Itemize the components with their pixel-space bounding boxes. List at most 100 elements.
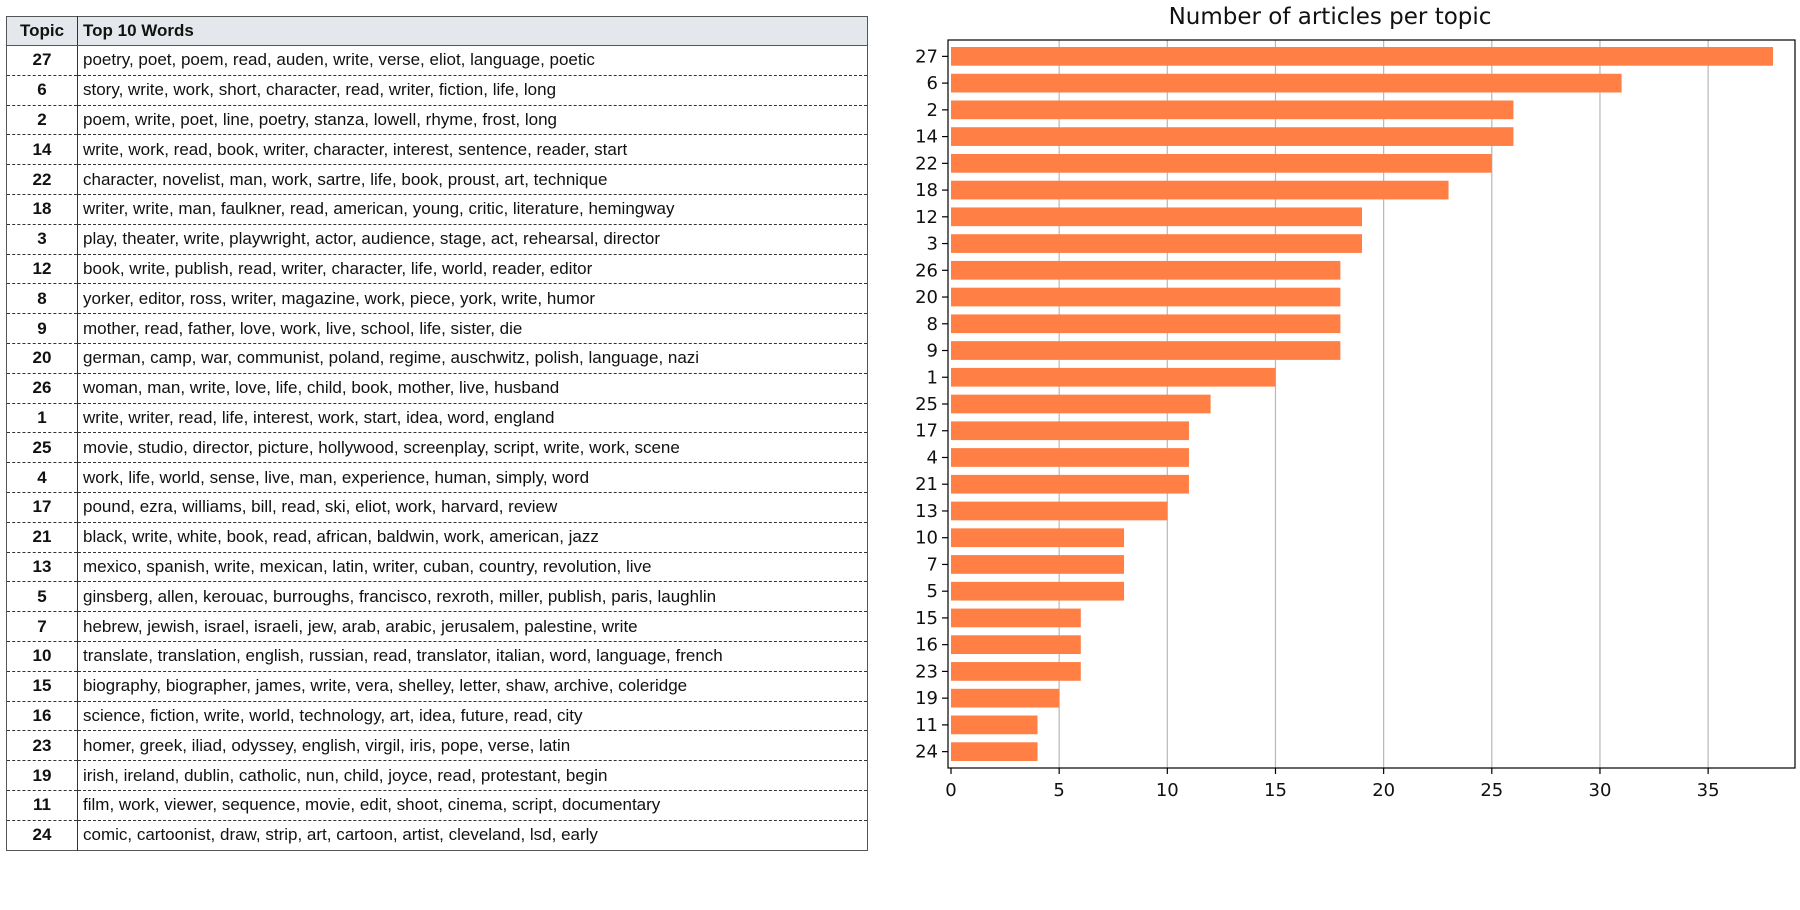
topic-id-cell: 8 [6,283,78,315]
y-tick-label: 9 [927,341,938,362]
topic-id-cell: 13 [6,552,78,583]
top-words-cell: hebrew, jewish, israel, israeli, jew, ar… [77,611,868,642]
table-row: 6 story, write, work, short, character, r… [6,75,868,106]
topic-id-cell: 20 [6,343,78,374]
topic-id-cell: 16 [6,701,78,732]
table-row: 26 woman, man, write, love, life, child, … [6,373,868,404]
y-tick-label: 4 [927,447,938,468]
y-tick-label: 25 [915,394,938,415]
bar [951,73,1622,93]
bar [951,180,1449,200]
top-words-cell: write, work, read, book, writer, charact… [77,134,868,166]
bar [951,688,1060,708]
bar [951,207,1363,227]
y-tick-label: 17 [915,421,938,442]
top-words-cell: yorker, editor, ross, writer, magazine, … [77,283,868,315]
y-tick-label: 7 [927,554,938,575]
y-tick-label: 16 [915,635,938,656]
table-row: 25 movie, studio, director, picture, holl… [6,432,868,464]
table-row: 20 german, camp, war, communist, poland, … [6,343,868,374]
topic-id-cell: 22 [6,164,78,195]
table-row: 8 yorker, editor, ross, writer, magazine,… [6,283,868,315]
top-words-cell: pound, ezra, williams, bill, read, ski, … [77,492,868,523]
y-tick-label: 12 [915,207,938,228]
bar [951,100,1514,120]
topic-id-cell: 5 [6,581,78,613]
bar [951,474,1189,494]
y-tick-labels: 27 6 2 14 22 18 12 3 26 20 8 9 1 25 17 4 21 13 10 7 5 15 16 23 1… [915,46,948,763]
topic-id-cell: 18 [6,194,78,225]
bar [951,715,1038,735]
x-tick-label: 35 [1697,780,1720,801]
bar [951,287,1341,307]
y-tick-label: 22 [915,153,938,174]
topic-id-cell: 15 [6,671,78,702]
x-ticks: 0 5 10 15 20 25 30 35 [945,768,1720,801]
bar [951,421,1189,441]
y-tick-label: 14 [915,127,938,148]
topic-id-cell: 25 [6,432,78,464]
y-tick-label: 23 [915,661,938,682]
y-tick-label: 24 [915,742,938,763]
top-words-cell: film, work, viewer, sequence, movie, edi… [77,790,868,821]
bar [951,662,1081,681]
top-words-cell: book, write, publish, read, writer, char… [77,254,868,285]
bar [951,635,1081,655]
x-tick-label: 15 [1264,780,1287,801]
y-tick-label: 8 [927,314,938,335]
table-row: 19 irish, ireland, dublin, catholic, nun,… [6,760,868,791]
y-tick-label: 19 [915,688,938,709]
top-words-cell: translate, translation, english, russian… [77,641,868,672]
table-row: 7 hebrew, jewish, israel, israeli, jew, a… [6,611,868,642]
topic-id-cell: 11 [6,790,78,821]
top-words-cell: comic, cartoonist, draw, strip, art, car… [83,825,598,845]
top-words-cell: play, theater, write, playwright, actor,… [77,224,868,255]
bar [951,367,1276,387]
table-row: 27 poetry, poet, poem, read, auden, write… [6,45,868,76]
y-tick-label: 5 [927,581,938,602]
top-words-cell: mother, read, father, love, work, live, … [77,313,868,344]
top-words-cell: woman, man, write, love, life, child, bo… [77,373,868,404]
bar [951,153,1492,173]
y-tick-label: 2 [927,100,938,121]
topic-words-table: Topic Top 10 Words 2 7 poetry, poet, poem,… [6,16,868,851]
topic-id-cell: 7 [6,611,78,642]
topic-id-cell: 26 [6,373,78,404]
topic-id-cell: 3 [6,224,78,255]
bar [951,234,1363,253]
table-row: 2 poem, write, poet, line, poetry, stanza… [6,105,868,136]
bar [951,394,1211,414]
top-words-cell: irish, ireland, dublin, catholic, nun, c… [77,760,868,791]
topic-id-cell: 24 [6,820,78,851]
y-tick-label: 10 [915,528,938,549]
table-row: 11 film, work, viewer, sequence, movie, e… [6,790,868,821]
top-words-cell: poetry, poet, poem, read, auden, write, … [77,45,868,76]
x-tick-label: 5 [1053,780,1064,801]
table-row: 22 character, novelist, man, work, sartre… [6,164,868,195]
x-tick-label: 20 [1372,780,1395,801]
y-tick-label: 3 [927,234,938,255]
y-tick-label: 18 [915,180,938,201]
bar [951,314,1341,334]
top-words-cell: work, life, world, sense, live, man, exp… [77,462,868,493]
bar [951,341,1341,360]
topic-id-cell: 12 [6,254,78,285]
bar [951,47,1774,66]
bar [951,608,1081,628]
table-row: 17 pound, ezra, williams, bill, read, ski… [6,492,868,523]
table-row: 12 book, write, publish, read, writer, ch… [6,254,868,285]
top-words-cell: story, write, work, short, character, re… [77,75,868,106]
topic-id-cell: 14 [6,134,78,166]
column-header-topic: Topic [6,16,78,46]
table-header-row: Topic Top 10 Words [6,16,868,46]
topic-id-cell: 23 [6,730,78,762]
bar [951,742,1038,761]
topic-id-cell: 17 [6,492,78,523]
topic-id-cell: 2 [6,105,78,136]
y-tick-label: 21 [915,474,938,495]
table-body: 2 7 poetry, poet, poem, read, auden, write… [6,45,868,851]
top-words-cell: writer, write, man, faulkner, read, amer… [77,194,868,225]
topic-id-cell: 1 [6,403,78,434]
table-row: 1 write, writer, read, life, interest, wo… [6,403,868,434]
table-row: 15 biography, biographer, james, write, v… [6,671,868,702]
